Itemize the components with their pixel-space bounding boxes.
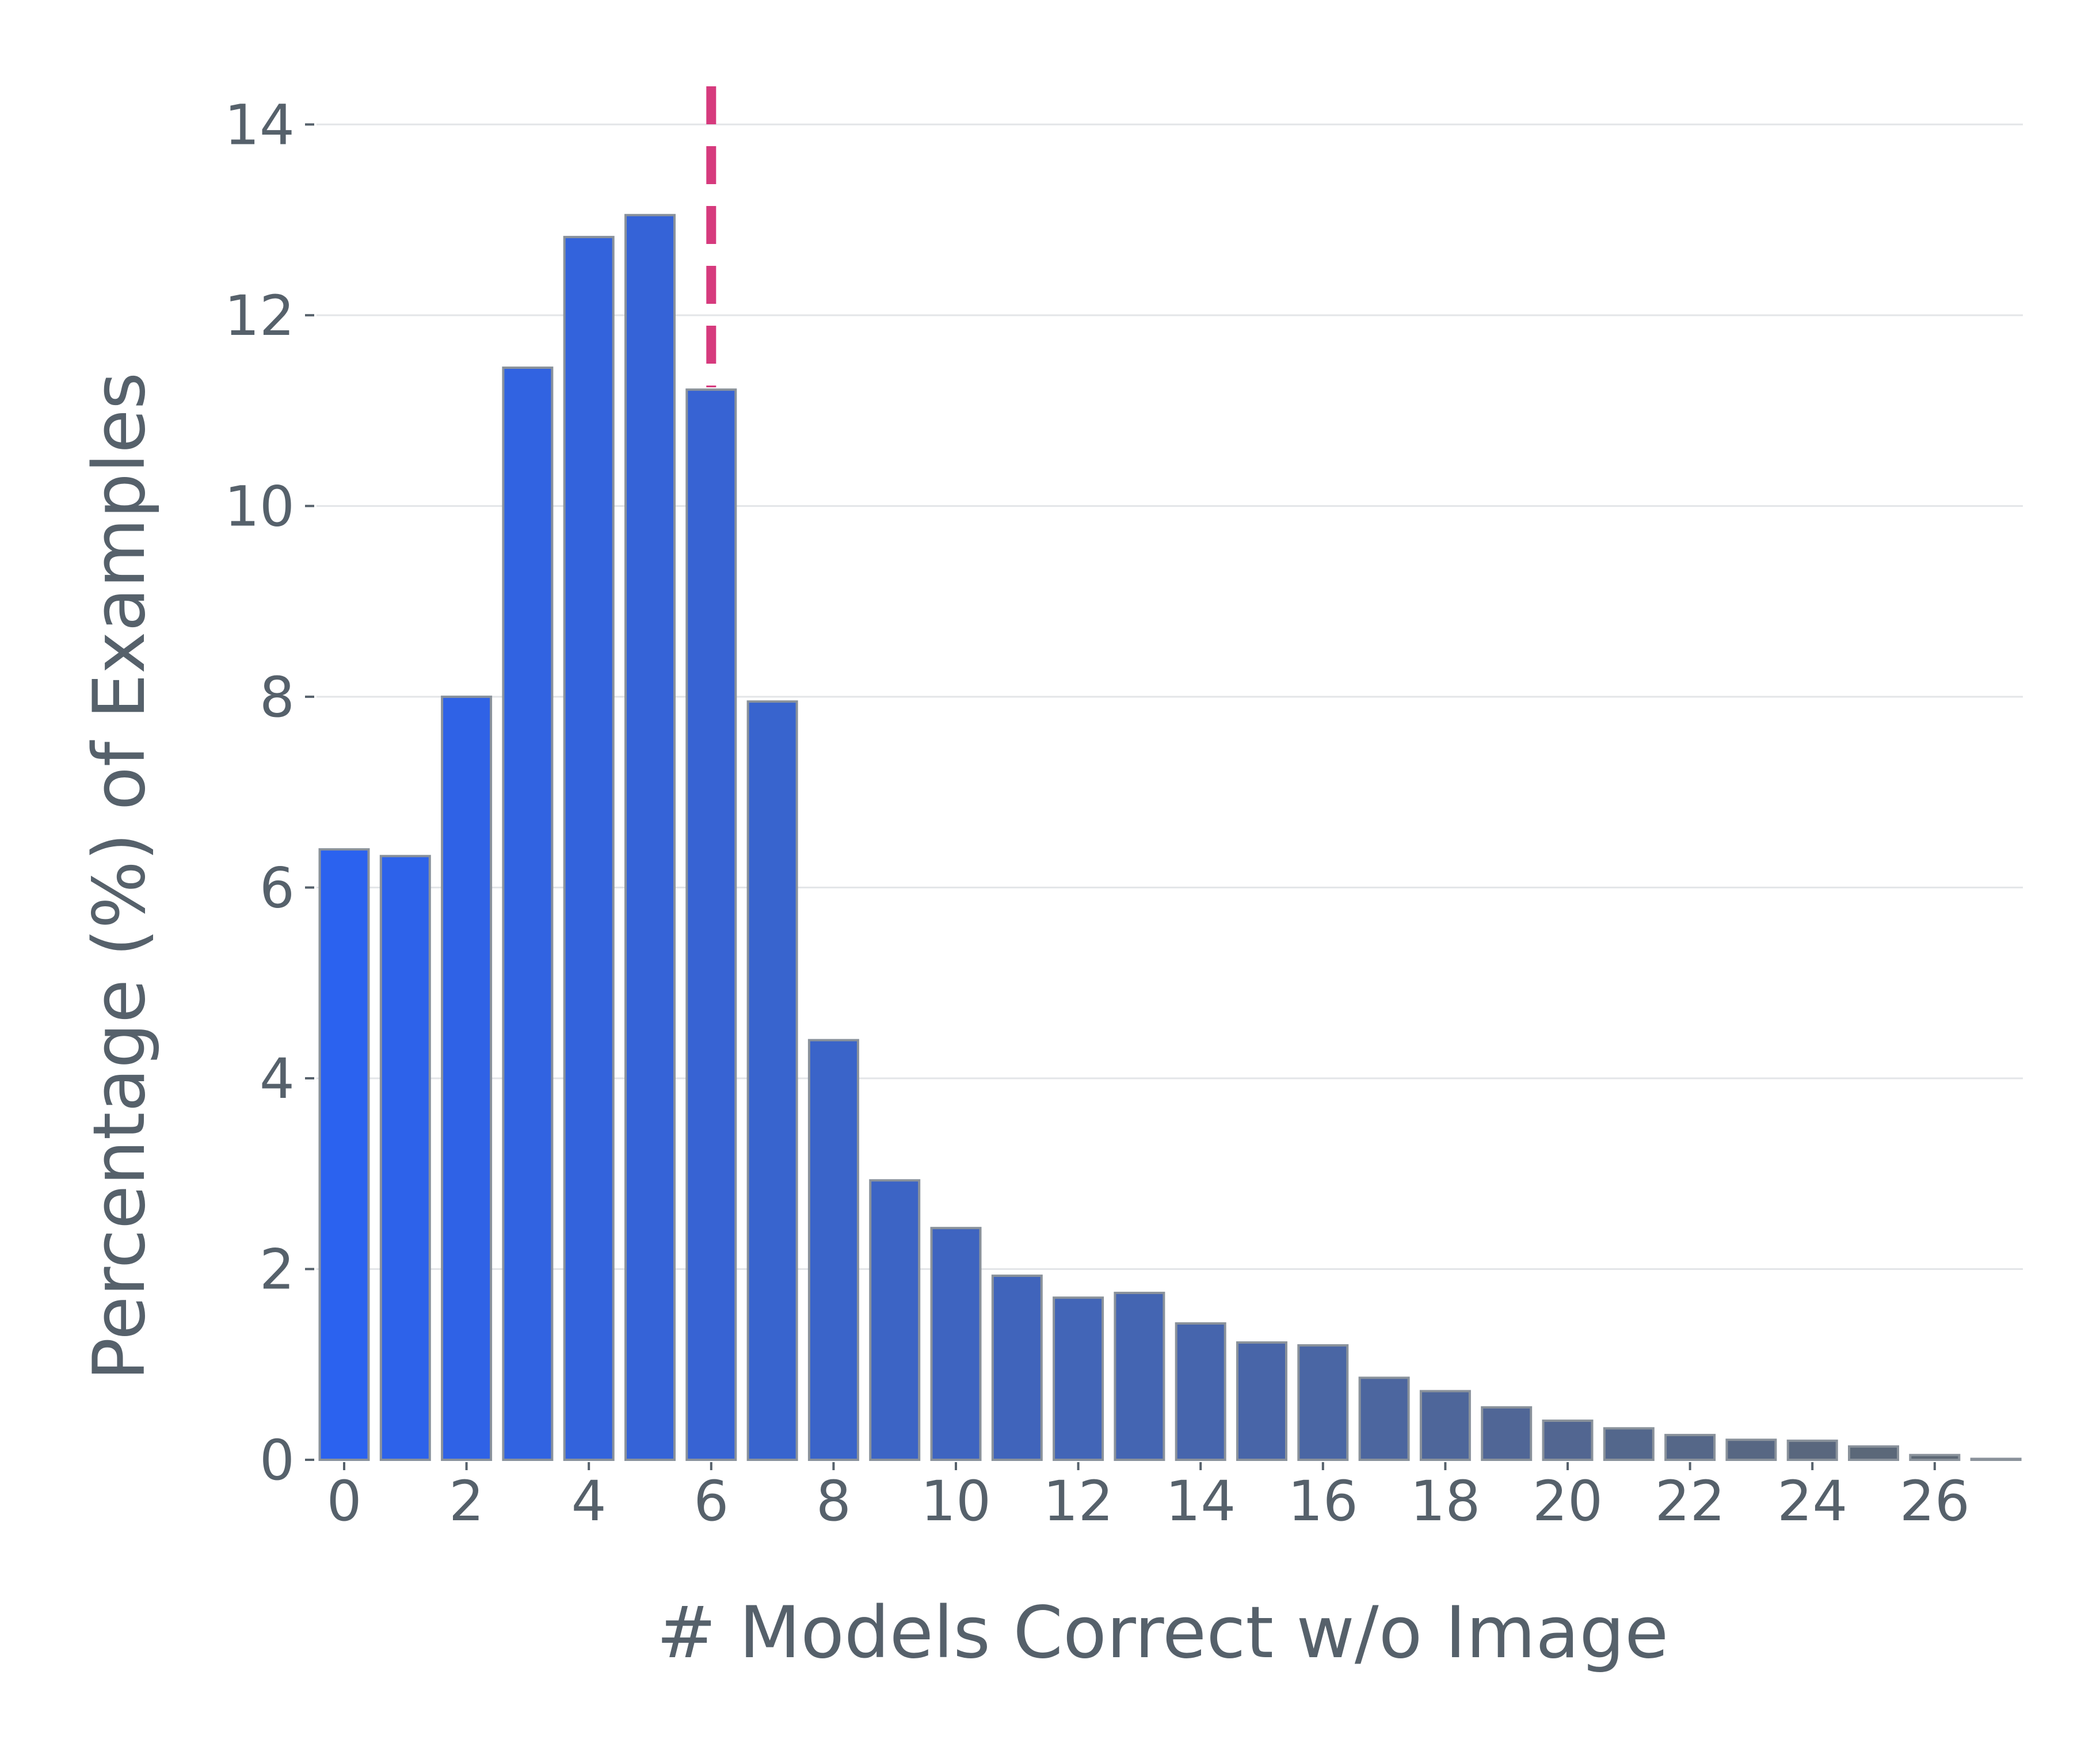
x-tick-label-10: 10	[921, 1469, 991, 1533]
bar-21	[1603, 1427, 1655, 1461]
x-tick-label-22: 22	[1655, 1469, 1725, 1533]
bar-20	[1542, 1420, 1594, 1462]
y-tick-label-2: 2	[260, 1237, 295, 1302]
bar-0	[318, 848, 370, 1461]
y-axis-title: Percentage (%) of Examples	[78, 372, 161, 1380]
bar-1	[379, 854, 431, 1461]
y-tick-label-14: 14	[224, 93, 295, 157]
bar-12	[1053, 1296, 1104, 1462]
bar-9	[869, 1179, 921, 1461]
bar-5	[624, 213, 676, 1461]
bar-22	[1664, 1433, 1716, 1461]
x-tick-label-18: 18	[1410, 1469, 1480, 1533]
bar-14	[1175, 1322, 1226, 1461]
bar-27	[1970, 1458, 2022, 1461]
x-tick-label-0: 0	[326, 1469, 361, 1533]
bar-16	[1297, 1344, 1349, 1461]
x-tick-label-8: 8	[816, 1469, 851, 1533]
bar-11	[991, 1275, 1043, 1461]
x-tick-label-24: 24	[1777, 1469, 1847, 1533]
bar-3	[502, 367, 554, 1462]
bar-18	[1419, 1390, 1471, 1461]
bar-8	[807, 1039, 859, 1461]
x-tick-label-20: 20	[1533, 1469, 1603, 1533]
x-tick-label-26: 26	[1900, 1469, 1970, 1533]
bar-25	[1848, 1445, 1899, 1461]
x-tick-label-14: 14	[1165, 1469, 1236, 1533]
bars	[318, 213, 2022, 1462]
x-axis-title: # Models Correct w/o Image	[657, 1592, 1668, 1674]
y-axis: 0 2 4 6 8 10 12 14	[224, 93, 314, 1493]
bar-4	[563, 235, 615, 1461]
x-tick-label-12: 12	[1043, 1469, 1114, 1533]
y-tick-label-10: 10	[224, 474, 295, 539]
x-tick-label-2: 2	[449, 1469, 484, 1533]
bar-13	[1114, 1291, 1165, 1461]
x-tick-label-4: 4	[571, 1469, 607, 1533]
x-tick-label-16: 16	[1288, 1469, 1358, 1533]
x-axis: 0 2 4 6 8 10 12 14 16 18 20 22 24 26	[326, 1462, 1970, 1533]
y-tick-label-8: 8	[260, 665, 295, 730]
y-tick-label-0: 0	[260, 1428, 295, 1493]
bar-19	[1481, 1406, 1533, 1461]
y-tick-label-4: 4	[260, 1047, 295, 1111]
bar-24	[1786, 1439, 1838, 1461]
bar-10	[930, 1227, 982, 1462]
bar-2	[441, 695, 493, 1461]
bar-23	[1725, 1439, 1777, 1462]
bar-6	[685, 388, 737, 1461]
y-tick-label-6: 6	[260, 856, 295, 920]
bar-7	[746, 700, 798, 1461]
bar-15	[1236, 1341, 1287, 1461]
bar-26	[1909, 1453, 1961, 1462]
y-tick-label-12: 12	[224, 284, 295, 348]
x-tick-label-6: 6	[693, 1469, 729, 1533]
bar-17	[1358, 1376, 1410, 1462]
